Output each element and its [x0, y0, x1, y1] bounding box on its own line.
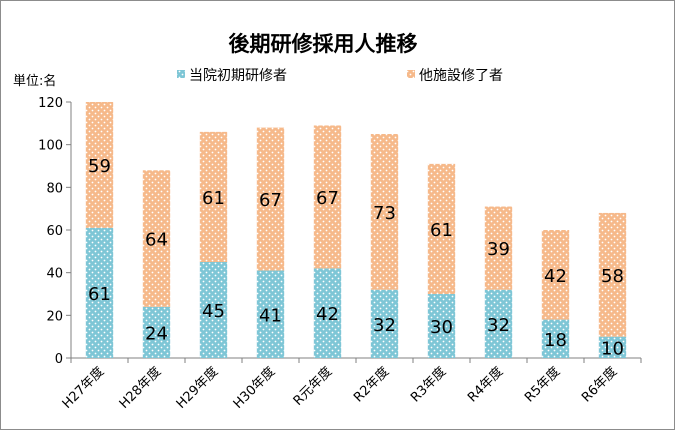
y-axis-unit-label: 単位:名: [13, 73, 56, 89]
x-tick-label: H29年度: [173, 364, 221, 412]
legend-swatch-series-2: [407, 70, 415, 78]
data-label-series-1: 30: [430, 317, 453, 338]
x-axis: H27年度 H28年度 H29年度 H30年度 R元年度 R2年度 R3年度 R4年度 R5年度…: [59, 357, 642, 412]
y-tick-label: 40: [46, 267, 63, 282]
bar-segment-series-1: [484, 289, 513, 358]
bar-segment-series-2: [313, 125, 342, 269]
legend-label-series-2: 他施設修了者: [419, 68, 503, 84]
x-tick-label: R3年度: [407, 364, 449, 406]
x-tick-label: R2年度: [350, 364, 392, 406]
legend-label-series-1: 当院初期研修者: [189, 67, 287, 84]
bar-segment-series-2: [142, 170, 171, 307]
y-tick-label: 20: [46, 309, 63, 324]
y-tick-label: 0: [55, 352, 63, 367]
bar-segment-series-1: [370, 289, 399, 358]
bar-segment-series-2: [370, 134, 399, 290]
bar-segment-series-1: [142, 306, 171, 358]
data-label-series-1: 24: [145, 323, 168, 344]
bar-segment-series-1: [85, 227, 114, 358]
y-tick-label: 100: [38, 139, 63, 154]
bar-segment-series-1: [313, 268, 342, 358]
y-tick-label: 60: [46, 224, 63, 239]
x-tick-label: R5年度: [521, 364, 563, 406]
x-tick-label: R元年度: [290, 364, 335, 409]
y-axis: 0 20 40 60 80 100 120: [38, 96, 72, 367]
bar-segment-series-1: [256, 270, 285, 358]
data-label-group: 61 59 24 64 45 61 41 67 42 67 32 73 30 61 32 39 18 42 10 58: [88, 156, 624, 359]
data-label-series-2: 58: [601, 266, 624, 287]
bar-segment-series-1: [427, 294, 456, 358]
bar-segment-series-1: [541, 319, 570, 358]
data-label-series-2: 67: [316, 188, 339, 209]
chart-title: 後期研修採用人推移: [229, 32, 418, 56]
data-label-series-2: 61: [202, 188, 225, 209]
y-tick-label: 80: [46, 181, 63, 196]
data-label-series-2: 39: [487, 239, 510, 260]
bar-segment-series-2: [598, 212, 627, 337]
bar-segment-series-2: [256, 127, 285, 271]
data-label-series-2: 42: [544, 266, 567, 287]
data-label-series-1: 61: [88, 284, 111, 305]
legend: 当院初期研修者 他施設修了者: [177, 67, 503, 84]
bar-segment-series-1: [199, 262, 228, 358]
bar-segment-series-2: [541, 230, 570, 320]
bar-group: [85, 102, 627, 358]
data-label-series-2: 61: [430, 220, 453, 241]
data-label-series-1: 10: [601, 338, 624, 359]
bar-segment-series-2: [427, 163, 456, 294]
bar-segment-series-2: [85, 102, 114, 228]
bar-segment-series-1: [598, 336, 627, 358]
data-label-series-1: 32: [487, 315, 510, 336]
data-label-series-1: 45: [202, 301, 225, 322]
x-tick-label: H27年度: [59, 364, 107, 412]
x-tick-label: H28年度: [116, 364, 164, 412]
data-label-series-1: 32: [373, 315, 396, 336]
bar-segment-series-2: [484, 206, 513, 290]
x-tick-label: R4年度: [464, 364, 506, 406]
data-label-series-1: 41: [259, 305, 282, 326]
y-tick-label: 120: [38, 96, 63, 111]
x-tick-label: H30年度: [230, 364, 278, 412]
data-label-series-1: 18: [544, 330, 567, 351]
legend-swatch-series-1: [177, 70, 185, 78]
bar-segment-series-2: [199, 131, 228, 262]
x-tick-label: R6年度: [578, 364, 620, 406]
data-label-series-2: 73: [373, 203, 396, 224]
data-label-series-2: 59: [88, 156, 111, 177]
data-label-series-2: 67: [259, 190, 282, 211]
data-label-series-2: 64: [145, 230, 168, 251]
data-label-series-1: 42: [316, 304, 339, 325]
